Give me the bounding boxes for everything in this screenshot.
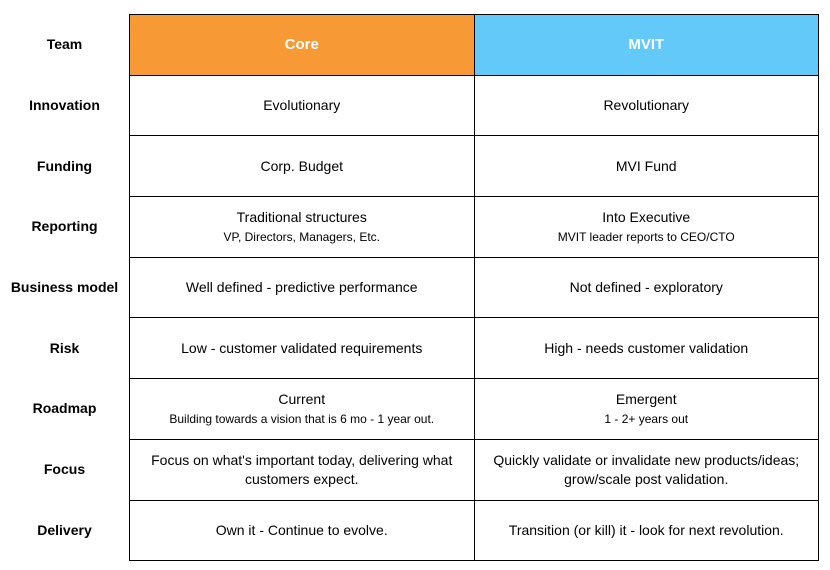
table-row: Corp. Budget MVI Fund [129, 135, 819, 198]
table-row: Traditional structures VP, Directors, Ma… [129, 196, 819, 258]
mvit-cell: Emergent 1 - 2+ years out [473, 378, 819, 440]
header-row: Core MVIT [129, 14, 819, 76]
mvit-cell: Transition (or kill) it - look for next … [473, 499, 819, 562]
mvit-sub-text: 1 - 2+ years out [604, 412, 689, 427]
table-row: Well defined - predictive performance No… [129, 256, 819, 319]
core-cell: Focus on what's important today, deliver… [129, 438, 475, 501]
core-main-text: Traditional structures [236, 209, 367, 226]
table-row: Current Building towards a vision that i… [129, 378, 819, 440]
table-row: Focus on what's important today, deliver… [129, 438, 819, 501]
label-reporting: Reporting [31, 218, 98, 235]
row-labels-column: Team Innovation Funding Reporting Busine… [0, 14, 129, 560]
mvit-cell: High - needs customer validation [473, 317, 819, 380]
comparison-table: Core MVIT Evolutionary Revolutionary Cor… [129, 14, 819, 562]
core-main-text: Current [278, 391, 326, 408]
table-row: Own it - Continue to evolve. Transition … [129, 499, 819, 562]
mvit-main-text: Emergent [615, 391, 677, 408]
core-sub-text: VP, Directors, Managers, Etc. [223, 230, 380, 245]
mvit-sub-text: MVIT leader reports to CEO/CTO [557, 230, 735, 245]
label-focus: Focus [43, 461, 86, 478]
core-header: Core [129, 14, 475, 76]
label-business-model: Business model [10, 279, 119, 296]
label-funding: Funding [36, 157, 93, 174]
label-team: Team [46, 36, 83, 53]
mvit-main-text: Into Executive [602, 209, 691, 226]
label-innovation: Innovation [29, 97, 100, 114]
table-row: Evolutionary Revolutionary [129, 74, 819, 137]
table-row: Low - customer validated requirements Hi… [129, 317, 819, 380]
core-cell: Own it - Continue to evolve. [129, 499, 475, 562]
label-risk: Risk [49, 339, 80, 356]
core-cell: Low - customer validated requirements [129, 317, 475, 380]
label-delivery: Delivery [37, 521, 92, 538]
mvit-cell: Quickly validate or invalidate new produ… [473, 438, 819, 501]
core-cell: Well defined - predictive performance [129, 256, 475, 319]
mvit-cell: Not defined - exploratory [473, 256, 819, 319]
mvit-header: MVIT [473, 14, 819, 76]
mvit-cell: Revolutionary [473, 74, 819, 137]
mvit-cell: Into Executive MVIT leader reports to CE… [473, 196, 819, 258]
core-cell: Corp. Budget [129, 135, 475, 198]
core-sub-text: Building towards a vision that is 6 mo -… [169, 412, 435, 427]
core-cell: Current Building towards a vision that i… [129, 378, 475, 440]
core-cell: Evolutionary [129, 74, 475, 137]
core-cell: Traditional structures VP, Directors, Ma… [129, 196, 475, 258]
label-roadmap: Roadmap [32, 400, 97, 417]
mvit-cell: MVI Fund [473, 135, 819, 198]
